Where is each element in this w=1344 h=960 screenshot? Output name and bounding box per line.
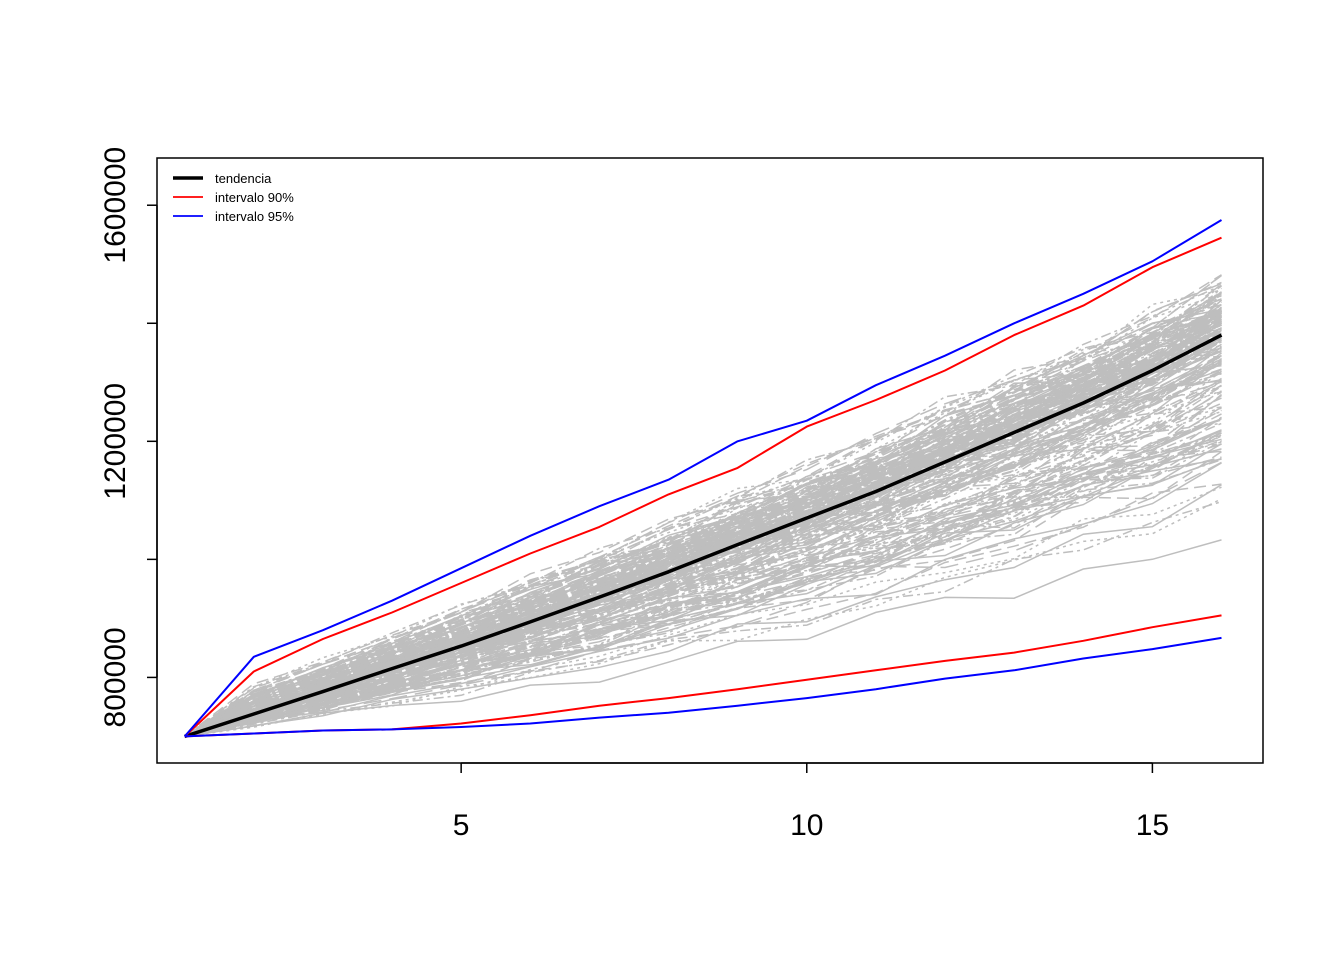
x-axis: 5 10 15 bbox=[453, 762, 1169, 842]
simulation-paths bbox=[184, 274, 1223, 738]
simulation-path bbox=[184, 362, 1222, 738]
simulation-path bbox=[184, 432, 1222, 738]
simulation-path bbox=[184, 326, 1222, 738]
simulation-path bbox=[184, 461, 1222, 738]
legend: tendencia intervalo 90% intervalo 95% bbox=[173, 171, 294, 224]
simulation-path bbox=[184, 432, 1222, 738]
simulation-path bbox=[184, 327, 1222, 738]
simulation-path bbox=[184, 418, 1222, 738]
simulation-path bbox=[184, 274, 1222, 737]
y-tick-label: 1600000 bbox=[99, 147, 132, 264]
simulation-path bbox=[184, 297, 1222, 738]
simulation-path bbox=[184, 462, 1222, 738]
simulation-path bbox=[184, 393, 1222, 738]
simulation-path bbox=[184, 281, 1222, 738]
simulation-path bbox=[184, 308, 1222, 738]
x-tick-label: 5 bbox=[453, 809, 470, 842]
simulation-path bbox=[184, 441, 1222, 738]
simulation-path bbox=[184, 349, 1222, 738]
legend-label: intervalo 95% bbox=[215, 209, 294, 224]
simulation-path bbox=[184, 378, 1222, 738]
simulation-path bbox=[184, 313, 1222, 738]
simulation-path bbox=[184, 390, 1222, 738]
y-tick-label: 1200000 bbox=[99, 383, 132, 500]
simulation-path bbox=[184, 500, 1222, 738]
simulation-path bbox=[184, 292, 1222, 738]
simulation-path bbox=[184, 443, 1222, 738]
y-axis: 800000 1200000 1600000 bbox=[99, 147, 158, 727]
legend-label: intervalo 90% bbox=[215, 190, 294, 205]
legend-label: tendencia bbox=[215, 171, 272, 186]
series-intervalo-95-inferior bbox=[184, 636, 1222, 738]
simulation-path bbox=[184, 353, 1222, 738]
simulation-path bbox=[184, 450, 1222, 738]
simulation-path bbox=[184, 369, 1222, 738]
simulation-path bbox=[184, 406, 1222, 738]
simulation-path bbox=[184, 377, 1222, 738]
simulation-path bbox=[184, 294, 1222, 738]
summary-series bbox=[183, 219, 1223, 739]
simulation-path bbox=[184, 361, 1222, 738]
simulation-path bbox=[184, 434, 1222, 738]
simulation-path bbox=[184, 431, 1222, 738]
simulation-path bbox=[184, 360, 1222, 738]
simulation-path bbox=[184, 450, 1222, 738]
series-intervalo-90-superior bbox=[184, 236, 1222, 738]
simulation-path bbox=[184, 301, 1222, 738]
simulation-path bbox=[184, 391, 1222, 738]
simulation-path bbox=[184, 417, 1222, 738]
simulation-path bbox=[184, 294, 1222, 738]
simulation-path bbox=[184, 372, 1222, 738]
simulation-path bbox=[184, 328, 1222, 738]
simulation-path bbox=[184, 315, 1222, 738]
simulation-path bbox=[184, 539, 1222, 738]
simulation-path bbox=[184, 347, 1222, 738]
series-tendencia bbox=[184, 333, 1223, 739]
y-tick-label: 800000 bbox=[99, 627, 132, 727]
simulation-path bbox=[184, 379, 1222, 738]
simulation-path bbox=[184, 289, 1222, 738]
simulation-path bbox=[184, 368, 1222, 738]
simulation-path bbox=[184, 430, 1222, 738]
simulation-path bbox=[184, 406, 1222, 738]
simulation-path bbox=[184, 418, 1222, 738]
simulation-path bbox=[184, 349, 1222, 738]
simulation-path bbox=[184, 319, 1222, 738]
simulation-path bbox=[184, 294, 1222, 738]
series-intervalo-95-superior bbox=[183, 219, 1223, 738]
x-tick-label: 15 bbox=[1136, 809, 1169, 842]
simulation-path bbox=[184, 320, 1222, 738]
simulation-path bbox=[184, 312, 1222, 738]
simulation-path bbox=[184, 274, 1222, 738]
simulation-path bbox=[184, 407, 1222, 738]
x-tick-label: 10 bbox=[790, 809, 823, 842]
